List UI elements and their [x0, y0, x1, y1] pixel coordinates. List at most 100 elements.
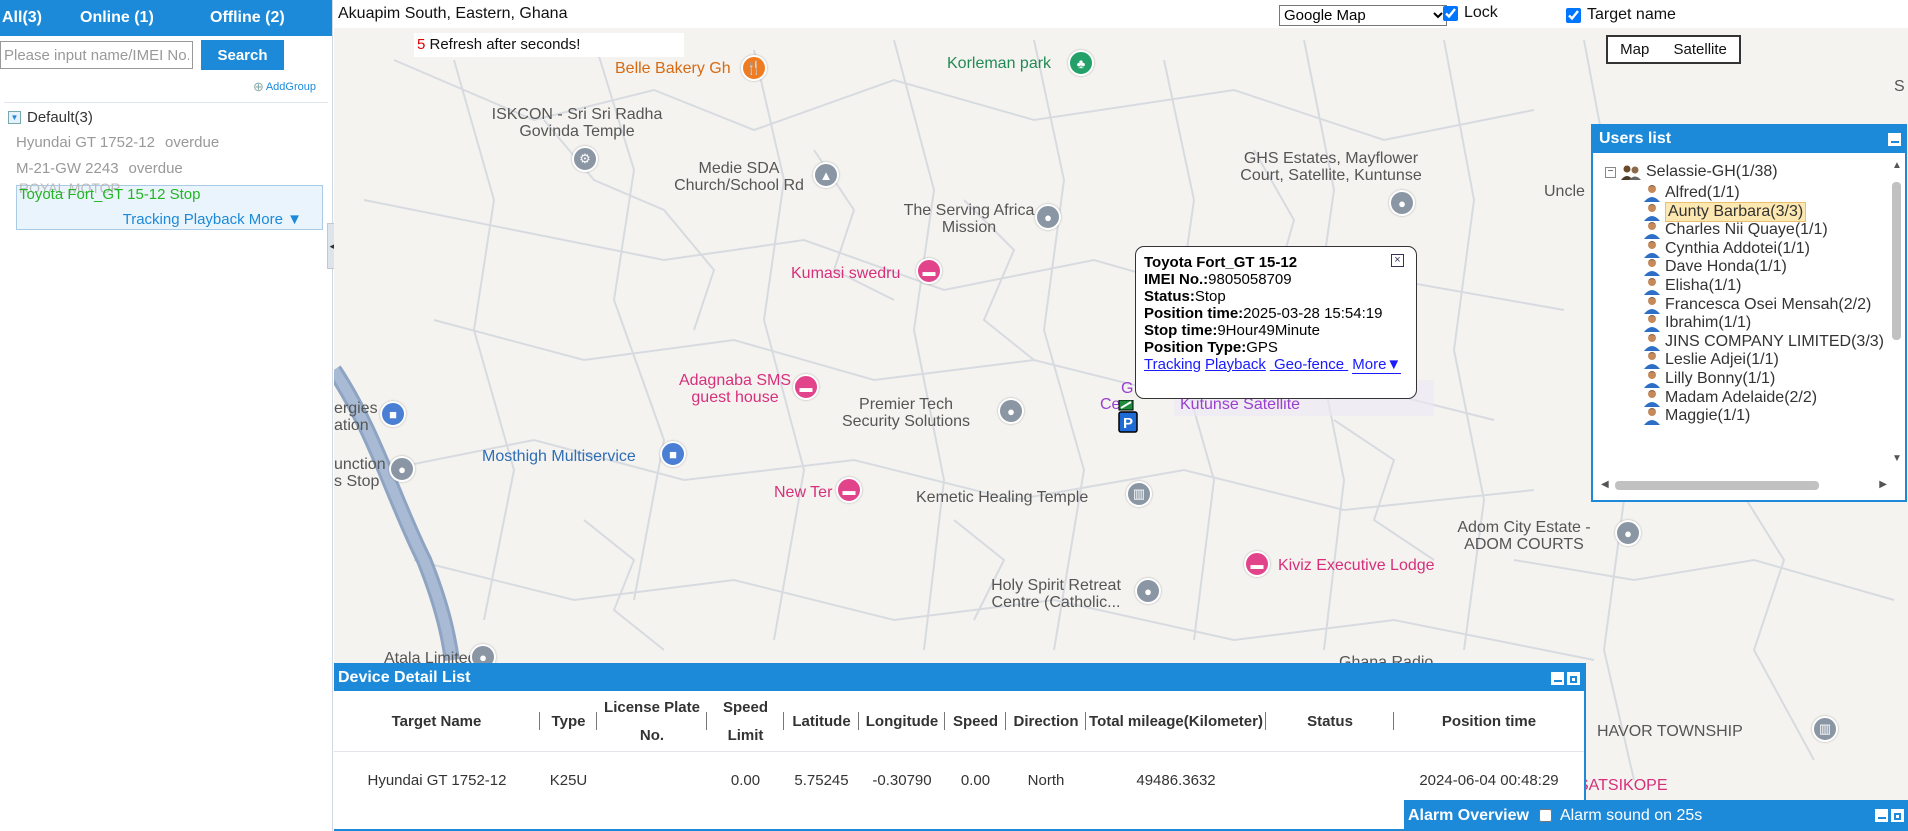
place-icon[interactable]: ▥: [1812, 716, 1838, 742]
column-header[interactable]: Speed Limit: [707, 693, 784, 752]
column-header[interactable]: Latitude: [784, 693, 859, 752]
geo-fence-link[interactable]: Geo-fence: [1269, 356, 1349, 373]
user-item[interactable]: Lilly Bonny(1/1): [1643, 369, 1775, 389]
minimize-icon[interactable]: [1551, 672, 1564, 685]
tab-offline[interactable]: Offline (2): [210, 9, 285, 26]
device-detail-header: Device Detail List: [334, 665, 1584, 691]
target-name-toggle[interactable]: Target name: [1566, 6, 1676, 24]
fuel-icon[interactable]: ■: [380, 401, 406, 427]
place-icon[interactable]: ●: [1615, 520, 1641, 546]
close-icon[interactable]: ×: [1391, 254, 1404, 267]
vehicle-marker-icon[interactable]: P: [1117, 400, 1139, 434]
position-type-label: Position Type:: [1144, 339, 1247, 356]
column-header[interactable]: Type: [540, 693, 597, 752]
user-item[interactable]: Maggie(1/1): [1643, 406, 1750, 426]
user-item[interactable]: Aunty Barbara(3/3): [1643, 201, 1807, 222]
place-icon[interactable]: ▥: [1126, 481, 1152, 507]
column-header[interactable]: Target Name: [334, 693, 540, 752]
user-item[interactable]: Elisha(1/1): [1643, 276, 1741, 296]
scrollbar-thumb[interactable]: [1615, 481, 1819, 490]
user-name: Ibrahim(1/1): [1665, 314, 1752, 332]
user-item[interactable]: Charles Nii Quaye(1/1): [1643, 220, 1828, 240]
lock-icon[interactable]: ■: [660, 441, 686, 467]
scrollbar-thumb[interactable]: [1892, 182, 1901, 340]
more-link[interactable]: More ▼: [248, 211, 302, 228]
column-header[interactable]: Longitude: [859, 693, 945, 752]
scroll-right-icon[interactable]: ▶: [1879, 479, 1887, 490]
lock-toggle[interactable]: Lock: [1443, 4, 1498, 22]
place-icon[interactable]: ●: [1035, 204, 1061, 230]
tab-all[interactable]: All(3): [2, 9, 42, 26]
minimize-icon[interactable]: [1888, 133, 1901, 146]
collapse-triangle-icon[interactable]: ▼: [8, 111, 21, 124]
user-icon: [1644, 222, 1660, 240]
user-item[interactable]: JINS COMPANY LIMITED(3/3): [1643, 332, 1883, 352]
vertical-scrollbar[interactable]: ▲ ▼: [1889, 160, 1903, 464]
column-header[interactable]: Position time: [1394, 693, 1584, 752]
scroll-left-icon[interactable]: ◀: [1601, 479, 1609, 490]
satellite-view-button[interactable]: Satellite: [1673, 41, 1727, 58]
map-provider-select[interactable]: Google Map: [1279, 5, 1447, 26]
place-icon[interactable]: ●: [1135, 578, 1161, 604]
device-item[interactable]: Hyundai GT 1752-12 overdue: [16, 134, 219, 151]
school-icon[interactable]: ▲: [813, 162, 839, 188]
table-row[interactable]: Hyundai GT 1752-12 K25U 0.00 5.75245 -0.3079…: [334, 752, 1584, 810]
target-name-checkbox[interactable]: [1566, 7, 1581, 23]
maximize-icon[interactable]: [1891, 809, 1904, 822]
playback-link[interactable]: Playback: [183, 211, 245, 228]
column-header[interactable]: Speed: [945, 693, 1006, 752]
column-header[interactable]: Total mileage(Kilometer): [1086, 693, 1266, 752]
tab-online[interactable]: Online (1): [80, 9, 154, 26]
group-header[interactable]: ▼ Default(3): [8, 109, 93, 126]
scroll-up-icon[interactable]: ▲: [1892, 160, 1902, 171]
restaurant-icon[interactable]: 🍴: [741, 55, 767, 81]
alarm-sound-checkbox[interactable]: [1538, 809, 1552, 822]
place-icon[interactable]: ●: [1389, 190, 1415, 216]
selected-device-item[interactable]: ROYAL MOTOR Toyota Fort_GT 15-12 Stop Tr…: [16, 180, 323, 230]
user-item[interactable]: Cynthia Addotei(1/1): [1643, 239, 1810, 259]
user-item[interactable]: Leslie Adjei(1/1): [1643, 350, 1779, 370]
maximize-icon[interactable]: [1567, 672, 1580, 685]
poi-label: G: [1121, 380, 1134, 397]
tracking-link[interactable]: Tracking: [1144, 356, 1201, 373]
table-row[interactable]: M-21-GW 2243 ROYALK25UM-21-GW 2243120.00…: [334, 810, 1584, 831]
tracking-link[interactable]: Tracking: [122, 211, 180, 228]
poi-label: Kiviz Executive Lodge: [1278, 557, 1435, 574]
add-group-button[interactable]: ⊕ AddGroup: [253, 79, 316, 95]
playback-link[interactable]: Playback: [1204, 356, 1266, 373]
user-item[interactable]: Francesca Osei Mensah(2/2): [1643, 295, 1871, 315]
user-name: Elisha(1/1): [1665, 277, 1742, 294]
collapse-icon[interactable]: −: [1605, 166, 1616, 178]
place-icon[interactable]: ●: [389, 456, 415, 482]
tree-root[interactable]: − Selassie-GH(1/38): [1605, 163, 1778, 181]
poi-label: Mosthigh Multiservice: [482, 448, 636, 465]
map-area[interactable]: Belle Bakery Gh 🍴 Korleman park ♣ ISKCON…: [334, 0, 1908, 831]
park-icon[interactable]: ♣: [1068, 50, 1094, 76]
temple-icon[interactable]: ⚙: [572, 146, 598, 172]
minimize-icon[interactable]: [1875, 809, 1888, 822]
add-group-label: AddGroup: [265, 81, 316, 93]
horizontal-scrollbar[interactable]: ◀ ▶: [1601, 478, 1887, 492]
user-item[interactable]: Dave Honda(1/1): [1643, 257, 1787, 277]
hotel-icon[interactable]: ▬: [1244, 551, 1270, 577]
user-item[interactable]: Alfred(1/1): [1643, 183, 1740, 203]
search-button[interactable]: Search: [201, 40, 284, 70]
hotel-icon[interactable]: ▬: [916, 258, 942, 284]
more-link[interactable]: More▼: [1352, 356, 1402, 374]
scroll-down-icon[interactable]: ▼: [1892, 453, 1902, 464]
device-item[interactable]: M-21-GW 2243 overdue: [16, 160, 183, 177]
user-item[interactable]: Ibrahim(1/1): [1643, 313, 1751, 333]
place-icon[interactable]: ●: [998, 398, 1024, 424]
alarm-overview-bar: Alarm Overview Alarm sound on 25s: [1404, 800, 1908, 831]
column-header[interactable]: Status: [1266, 693, 1394, 752]
map-view-button[interactable]: Map: [1620, 41, 1650, 58]
poi-label: Adom City Estate - ADOM COURTS: [1457, 519, 1591, 553]
column-header[interactable]: License Plate No.: [597, 693, 707, 752]
lock-checkbox[interactable]: [1443, 5, 1458, 21]
hotel-icon[interactable]: ▬: [836, 477, 862, 503]
hotel-icon[interactable]: ▬: [793, 374, 819, 400]
column-header[interactable]: Direction: [1006, 693, 1086, 752]
search-input[interactable]: [0, 41, 193, 69]
column-header-label: Direction: [1013, 713, 1079, 730]
user-item[interactable]: Madam Adelaide(2/2): [1643, 388, 1817, 408]
